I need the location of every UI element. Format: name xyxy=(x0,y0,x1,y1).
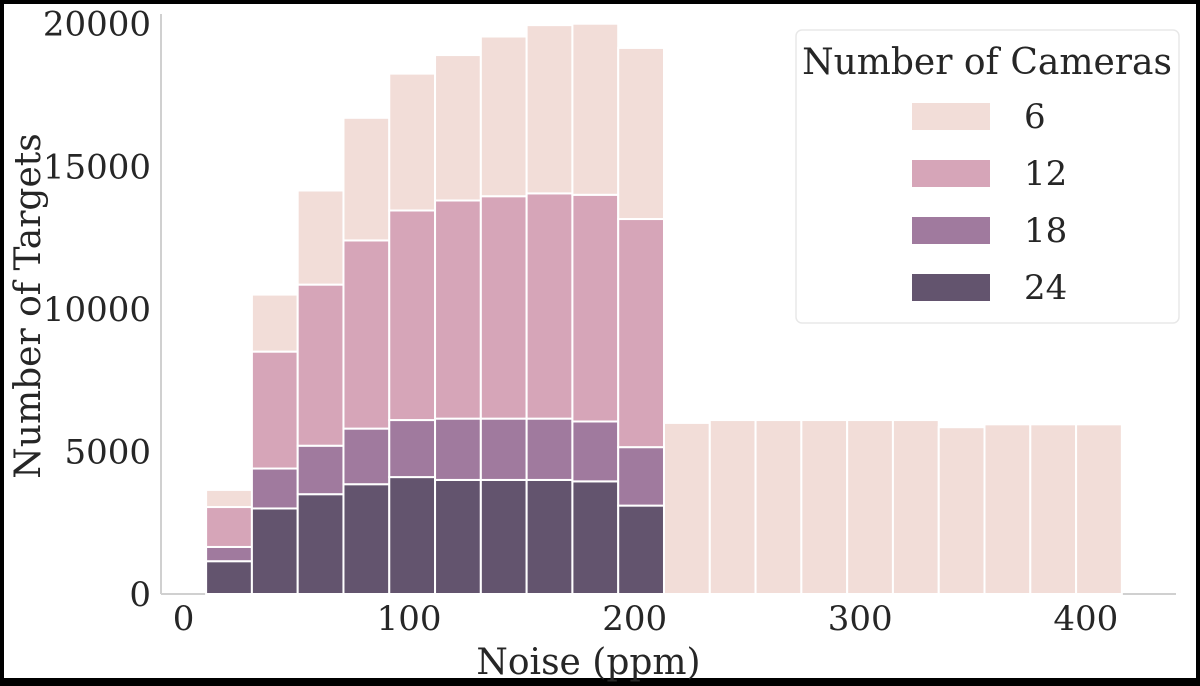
bar-cameras-6-bin-3 xyxy=(342,116,391,242)
bar-cameras-6-bin-4 xyxy=(388,72,437,212)
bar-cameras-6-bin-1 xyxy=(250,293,299,353)
bar-cameras-18-bin-0 xyxy=(205,545,253,563)
bar-cameras-6-bin-5 xyxy=(434,54,482,202)
bar-cameras-6-bin-19 xyxy=(1075,423,1123,595)
x-tick-label: 300 xyxy=(828,599,893,639)
bar-cameras-12-bin-2 xyxy=(296,283,345,447)
bar-cameras-6-bin-14 xyxy=(846,419,894,596)
bar-cameras-6-bin-10 xyxy=(662,421,711,595)
legend-label-24: 24 xyxy=(1024,268,1067,308)
histogram-chart: 0 100 200 300 400 0 5000 10000 15000 20000 Noise (… xyxy=(8,5,1180,683)
bar-cameras-24-bin-0 xyxy=(205,560,253,596)
bar-cameras-6-bin-16 xyxy=(937,426,986,595)
y-tick-label: 20000 xyxy=(43,5,151,45)
bar-cameras-18-bin-5 xyxy=(434,417,482,481)
x-tick-label: 0 xyxy=(173,599,195,639)
bar-cameras-12-bin-3 xyxy=(342,239,391,430)
bar-cameras-12-bin-5 xyxy=(434,199,482,420)
bar-cameras-12-bin-8 xyxy=(571,193,620,423)
bar-cameras-6-bin-13 xyxy=(800,419,849,596)
bar-cameras-18-bin-3 xyxy=(342,427,391,486)
x-axis-title: Noise (ppm) xyxy=(476,642,700,683)
bar-cameras-24-bin-2 xyxy=(296,493,345,596)
bar-cameras-12-bin-9 xyxy=(617,218,665,449)
bar-cameras-24-bin-4 xyxy=(388,476,437,595)
bar-cameras-6-bin-15 xyxy=(891,419,940,596)
bar-cameras-6-bin-18 xyxy=(1029,423,1078,595)
x-tick-label: 400 xyxy=(1053,599,1118,639)
bar-cameras-18-bin-1 xyxy=(250,467,299,510)
y-tick-label: 0 xyxy=(129,575,151,615)
bar-cameras-18-bin-9 xyxy=(617,446,665,507)
bar-cameras-24-bin-1 xyxy=(250,507,299,595)
bar-cameras-18-bin-8 xyxy=(571,420,620,483)
bar-cameras-6-bin-17 xyxy=(983,423,1032,595)
bar-cameras-12-bin-4 xyxy=(388,209,437,422)
bar-cameras-6-bin-11 xyxy=(708,419,757,596)
bar-cameras-12-bin-0 xyxy=(205,506,253,548)
bar-cameras-12-bin-6 xyxy=(479,195,528,420)
bar-cameras-18-bin-4 xyxy=(388,419,437,479)
bar-cameras-6-bin-2 xyxy=(296,189,345,286)
bar-cameras-18-bin-2 xyxy=(296,444,345,496)
bar-cameras-18-bin-7 xyxy=(525,417,574,481)
bar-cameras-6-bin-12 xyxy=(754,419,803,596)
bar-cameras-24-bin-8 xyxy=(571,480,620,595)
legend-label-6: 6 xyxy=(1024,97,1046,137)
bar-cameras-12-bin-1 xyxy=(250,350,299,470)
legend-label-18: 18 xyxy=(1024,211,1067,251)
y-tick-label: 15000 xyxy=(43,147,151,187)
bar-cameras-24-bin-5 xyxy=(434,478,482,595)
x-tick-label: 200 xyxy=(602,599,667,639)
legend-swatch-24 xyxy=(912,274,990,301)
legend-swatch-18 xyxy=(912,217,990,244)
y-axis-title: Number of Targets xyxy=(8,133,49,478)
bar-cameras-6-bin-8 xyxy=(571,22,620,196)
y-tick-label: 5000 xyxy=(64,432,151,472)
legend-title: Number of Cameras xyxy=(802,42,1172,83)
bar-cameras-24-bin-3 xyxy=(342,483,391,596)
bar-cameras-24-bin-7 xyxy=(525,478,574,595)
x-tick-label: 100 xyxy=(377,599,442,639)
bar-cameras-24-bin-6 xyxy=(479,478,528,595)
legend: Number of Cameras 6 12 18 24 xyxy=(795,29,1180,324)
bar-cameras-6-bin-9 xyxy=(617,46,665,221)
legend-swatch-12 xyxy=(912,160,990,187)
bar-cameras-6-bin-7 xyxy=(525,24,574,195)
bar-cameras-12-bin-7 xyxy=(525,192,574,420)
bar-cameras-6-bin-6 xyxy=(479,35,528,198)
y-tick-label: 10000 xyxy=(43,290,151,330)
bar-cameras-24-bin-9 xyxy=(617,504,665,596)
bar-cameras-18-bin-6 xyxy=(479,417,528,481)
bar-cameras-6-bin-0 xyxy=(205,488,253,509)
legend-swatch-6 xyxy=(912,103,990,130)
legend-label-12: 12 xyxy=(1024,154,1067,194)
